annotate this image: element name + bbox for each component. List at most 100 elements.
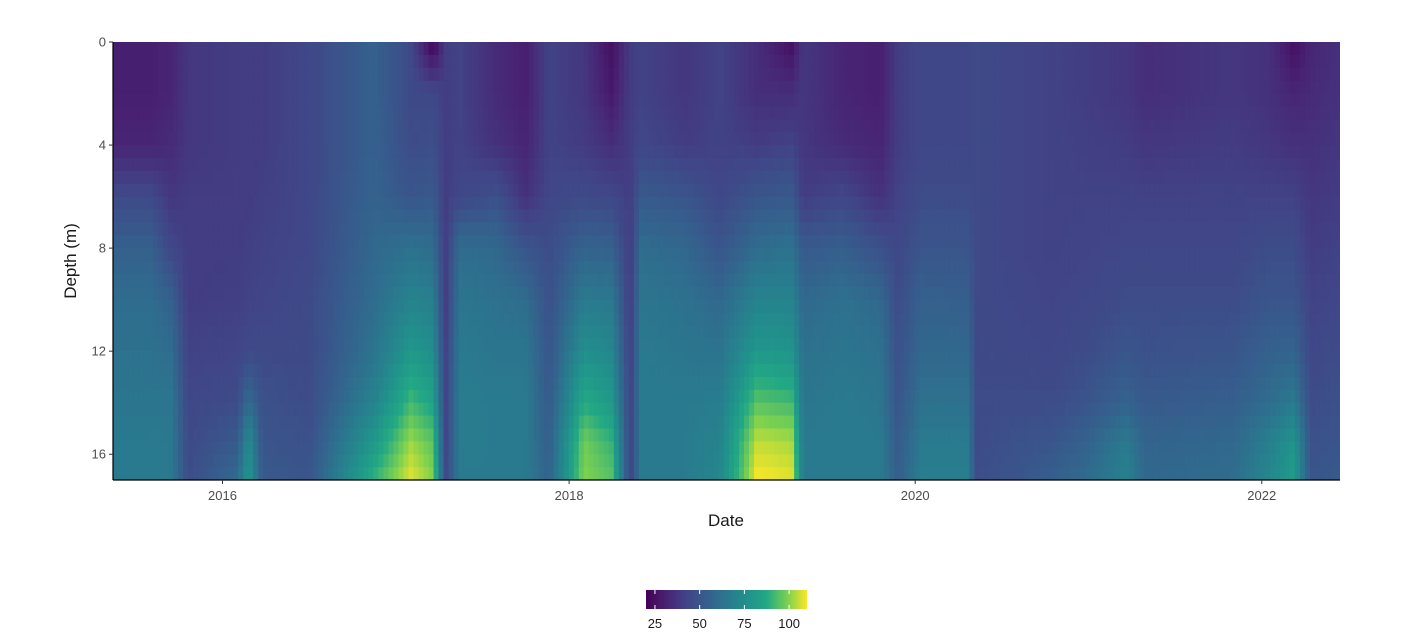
heatmap-cell	[163, 170, 169, 185]
heatmap-cell	[784, 235, 790, 249]
heatmap-cell	[568, 261, 575, 275]
heatmap-cell	[603, 157, 610, 172]
heatmap-cell	[804, 196, 810, 211]
heatmap-cell	[533, 209, 540, 223]
heatmap-cell	[658, 312, 665, 327]
heatmap-cell	[769, 415, 775, 430]
heatmap-cell	[458, 415, 465, 430]
heatmap-cell	[668, 93, 675, 108]
heatmap-cell	[408, 428, 415, 442]
heatmap-cell	[608, 93, 615, 108]
heatmap-cell	[203, 119, 209, 133]
heatmap-cell	[578, 106, 585, 120]
heatmap-cell	[378, 170, 385, 185]
heatmap-cell	[113, 106, 119, 120]
heatmap-cell	[573, 132, 580, 146]
heatmap-cell	[248, 248, 254, 262]
heatmap-cell	[413, 441, 420, 455]
heatmap-cell	[288, 441, 294, 455]
heatmap-cell	[493, 467, 500, 480]
heatmap-cell	[293, 132, 299, 146]
heatmap-cell	[463, 441, 470, 455]
heatmap-cell	[824, 273, 830, 288]
heatmap-cell	[834, 441, 840, 455]
heatmap-cell	[613, 338, 620, 352]
heatmap-cell	[483, 170, 490, 185]
heatmap-cell	[498, 299, 505, 314]
heatmap-cell	[268, 119, 274, 133]
heatmap-cell	[283, 338, 289, 352]
heatmap-cell	[653, 248, 660, 262]
heatmap-cell	[248, 299, 254, 314]
heatmap-cell	[138, 454, 144, 468]
heatmap-cell	[478, 402, 485, 417]
heatmap-cell	[593, 389, 600, 404]
heatmap-cell	[528, 235, 535, 249]
heatmap-cell	[658, 325, 665, 339]
heatmap-cell	[358, 54, 365, 69]
heatmap-cell	[784, 364, 790, 378]
heatmap-cell	[804, 312, 810, 327]
heatmap-cell	[213, 119, 219, 133]
heatmap-cell	[393, 42, 400, 56]
heatmap-cell	[608, 299, 615, 314]
heatmap-cell	[573, 312, 580, 327]
heatmap-cell	[588, 170, 595, 185]
heatmap-cell	[563, 286, 570, 301]
heatmap-cell	[618, 157, 625, 172]
heatmap-cell	[188, 273, 194, 288]
heatmap-cell	[638, 248, 645, 262]
heatmap-cell	[754, 170, 760, 185]
heatmap-cell	[518, 222, 525, 236]
heatmap-cell	[218, 80, 224, 95]
heatmap-cell	[578, 54, 585, 69]
heatmap-cell	[764, 119, 770, 133]
heatmap-cell	[323, 209, 329, 223]
heatmap-cell	[638, 145, 645, 159]
heatmap-cell	[603, 93, 610, 108]
heatmap-cell	[183, 157, 189, 172]
heatmap-cell	[809, 441, 815, 455]
heatmap-cell	[839, 312, 845, 327]
heatmap-cell	[734, 325, 740, 339]
heatmap-cell	[453, 312, 460, 327]
heatmap-cell	[653, 402, 660, 417]
heatmap-cell	[158, 389, 164, 404]
heatmap-cell	[774, 222, 780, 236]
heatmap-cell	[148, 235, 154, 249]
heatmap-cell	[814, 338, 820, 352]
heatmap-cell	[839, 364, 845, 378]
heatmap-cell	[578, 93, 585, 108]
heatmap-cell	[638, 338, 645, 352]
heatmap-cell	[458, 54, 465, 69]
heatmap-cell	[218, 209, 224, 223]
heatmap-cell	[388, 170, 395, 185]
heatmap-cell	[764, 196, 770, 211]
heatmap-cell	[488, 273, 495, 288]
heatmap-cell	[643, 273, 650, 288]
heatmap-cell	[518, 54, 525, 69]
heatmap-cell	[303, 273, 309, 288]
heatmap-cell	[703, 42, 710, 56]
heatmap-cell	[523, 299, 530, 314]
heatmap-cell	[313, 467, 319, 480]
heatmap-cell	[193, 325, 199, 339]
heatmap-cell	[553, 325, 560, 339]
heatmap-cell	[713, 351, 720, 365]
heatmap-cell	[784, 261, 790, 275]
heatmap-cell	[213, 93, 219, 108]
heatmap-cell	[548, 441, 555, 455]
heatmap-cell	[598, 248, 605, 262]
heatmap-cell	[328, 248, 334, 262]
heatmap-cell	[769, 441, 775, 455]
heatmap-cell	[698, 454, 705, 468]
heatmap-cell	[508, 248, 515, 262]
heatmap-cell	[403, 286, 410, 301]
heatmap-cell	[613, 351, 620, 365]
heatmap-cell	[208, 222, 214, 236]
heatmap-cell	[678, 54, 685, 69]
heatmap-cell	[233, 467, 239, 480]
heatmap-cell	[573, 467, 580, 480]
heatmap-cell	[789, 261, 795, 275]
heatmap-cell	[118, 235, 124, 249]
